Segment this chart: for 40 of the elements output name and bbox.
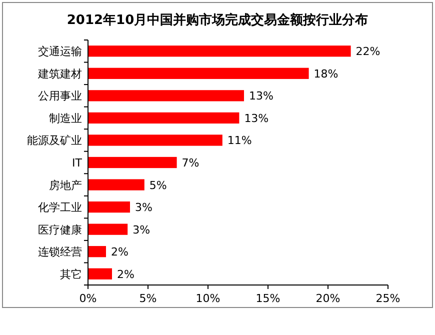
x-tick-label: 15% <box>256 292 280 305</box>
bar <box>88 112 240 124</box>
y-tick-label: 公用事业 <box>38 90 82 103</box>
y-tick-label: 能源及矿业 <box>27 134 82 148</box>
y-tick-label: 建筑建材 <box>37 67 82 80</box>
x-tick-label: 10% <box>196 292 220 305</box>
bar <box>88 134 222 146</box>
bar <box>88 46 351 57</box>
bar <box>88 224 128 235</box>
data-label: 5% <box>149 178 167 192</box>
x-tick-label: 25% <box>376 292 400 305</box>
data-label: 13% <box>249 90 274 103</box>
data-label: 11% <box>227 134 252 148</box>
y-tick-label: 房地产 <box>49 178 82 192</box>
data-label: 22% <box>356 45 380 58</box>
data-label: 18% <box>314 67 338 80</box>
bar <box>88 268 112 280</box>
x-tick-label: 0% <box>79 292 97 305</box>
y-tick-label: 制造业 <box>49 112 82 125</box>
y-tick-label: 化学工业 <box>38 201 82 214</box>
data-label: 13% <box>244 112 269 125</box>
data-label: 3% <box>135 201 152 214</box>
x-tick-label: 5% <box>139 292 157 305</box>
bar <box>88 68 309 79</box>
bar <box>88 246 106 258</box>
y-tick-label: 连锁经营 <box>38 246 82 259</box>
data-label: 2% <box>111 246 128 259</box>
bar <box>88 201 130 213</box>
y-tick-label: 其它 <box>60 268 82 281</box>
bar <box>88 156 177 168</box>
bar <box>88 179 144 190</box>
data-label: 2% <box>117 268 134 281</box>
y-tick-label: 交通运输 <box>38 45 82 58</box>
x-tick-label: 20% <box>316 292 340 305</box>
data-label: 7% <box>182 156 200 170</box>
chart-title: 2012年10月中国并购市场完成交易金额按行业分布 <box>66 12 368 28</box>
data-label: 3% <box>132 223 150 236</box>
y-tick-label: 医疗健康 <box>38 223 82 236</box>
y-tick-label: IT <box>72 156 82 170</box>
bar <box>88 90 244 102</box>
